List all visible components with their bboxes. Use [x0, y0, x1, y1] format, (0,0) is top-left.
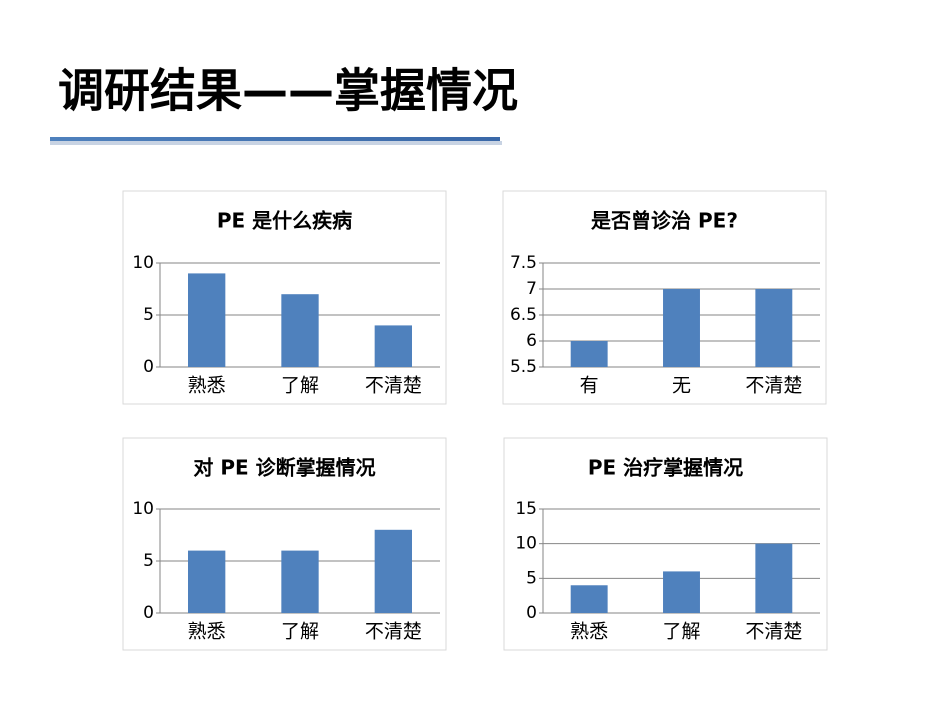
y-tick-label: 10 — [132, 253, 154, 273]
y-tick-label: 7.5 — [510, 253, 537, 273]
y-tick-label: 10 — [132, 499, 154, 519]
x-tick-label: 不清楚 — [745, 621, 802, 643]
y-tick-label: 10 — [515, 534, 537, 554]
y-tick-label: 5 — [143, 551, 154, 571]
bar — [755, 289, 793, 367]
x-tick-label: 了解 — [281, 621, 319, 643]
x-tick-label: 熟悉 — [188, 375, 226, 397]
x-tick-label: 了解 — [281, 375, 319, 397]
chart-title: PE 治疗掌握情况 — [588, 456, 743, 480]
y-tick-label: 7 — [526, 279, 537, 299]
y-tick-label: 15 — [515, 499, 537, 519]
y-tick-label: 5 — [526, 568, 537, 588]
bar — [374, 529, 412, 613]
chart-title: 对 PE 诊断掌握情况 — [193, 456, 375, 480]
bar — [281, 294, 319, 367]
x-tick-label: 熟悉 — [188, 621, 226, 643]
bar — [570, 585, 608, 613]
y-tick-label: 5.5 — [510, 357, 537, 377]
x-tick-label: 有 — [580, 375, 599, 397]
title-underline-shadow — [50, 141, 502, 145]
x-tick-label: 熟悉 — [570, 621, 608, 643]
x-tick-label: 不清楚 — [745, 375, 802, 397]
x-tick-label: 不清楚 — [365, 621, 422, 643]
x-tick-label: 无 — [672, 375, 691, 397]
bar — [188, 273, 226, 367]
y-tick-label: 6 — [526, 331, 537, 351]
bar — [663, 289, 700, 367]
bar — [188, 550, 226, 613]
y-tick-label: 0 — [143, 603, 154, 623]
y-tick-label: 0 — [526, 603, 537, 623]
bar — [755, 543, 793, 613]
chart-title: 是否曾诊治 PE? — [590, 209, 738, 233]
bar — [663, 571, 700, 613]
y-tick-label: 5 — [143, 305, 154, 325]
chart-title: PE 是什么疾病 — [217, 209, 352, 233]
x-tick-label: 了解 — [662, 621, 700, 643]
title-underline — [50, 137, 500, 141]
y-tick-label: 0 — [143, 357, 154, 377]
x-tick-label: 不清楚 — [365, 375, 422, 397]
y-tick-label: 6.5 — [510, 305, 537, 325]
bar — [281, 550, 319, 613]
slide-title: 调研结果——掌握情况 — [58, 64, 518, 118]
bar — [570, 341, 608, 367]
bar — [374, 325, 412, 367]
